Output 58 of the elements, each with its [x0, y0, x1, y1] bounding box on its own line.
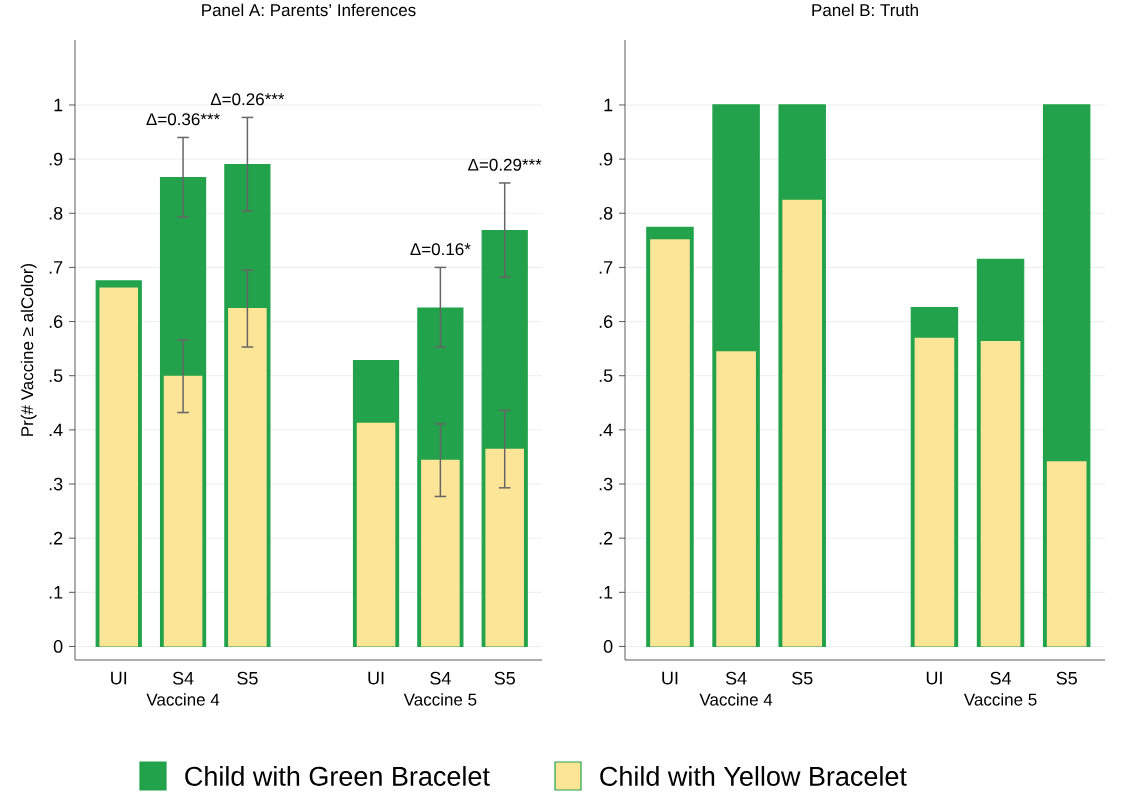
- x-tick-label: S5: [1056, 671, 1077, 685]
- x-tick-label: S5: [237, 671, 258, 685]
- y-tick-label: .4: [49, 423, 63, 437]
- y-tick-label: 1: [54, 98, 63, 112]
- annotation: Δ=0.16*: [410, 243, 471, 256]
- x-tick-label: UI: [368, 671, 384, 685]
- x-tick-label: UI: [662, 671, 678, 685]
- x-tick-label: S4: [172, 671, 194, 685]
- y-tick-label: .8: [599, 206, 613, 220]
- legend-label: Child with Yellow Bracelet: [600, 766, 907, 786]
- bar: [485, 448, 524, 647]
- y-tick-label: .2: [599, 531, 613, 545]
- bar: [163, 375, 203, 647]
- bar: [782, 199, 823, 647]
- annotation: Δ=0.36***: [146, 113, 220, 126]
- bar: [980, 341, 1021, 647]
- y-tick-label: .7: [49, 261, 63, 274]
- text: Vaccine 5: [963, 693, 1037, 706]
- bar: [356, 422, 396, 647]
- y-tick-label: .3: [49, 477, 63, 491]
- bar: [716, 351, 756, 647]
- legend-label: Child with Green Bracelet: [185, 766, 490, 786]
- y-tick-label: .3: [599, 477, 613, 491]
- x-tick-label: S4: [990, 671, 1012, 685]
- y-tick-label: 0: [603, 640, 613, 653]
- chart-title: Panel A: Parents’ Inferences: [202, 3, 416, 17]
- text: Vaccine 5: [403, 693, 477, 706]
- y-tick-label: .6: [49, 315, 63, 328]
- bar: [914, 337, 955, 647]
- y-tick-label: 0: [53, 640, 63, 653]
- y-tick-label: .7: [599, 261, 613, 274]
- x-tick-label: S4: [725, 671, 747, 685]
- y-tick-label: 1: [604, 98, 613, 112]
- bar: [228, 308, 267, 647]
- chart-title: Panel B: Truth: [812, 3, 918, 17]
- y-tick-label: .8: [49, 206, 63, 220]
- y-tick-label: .5: [49, 369, 63, 382]
- bar: [421, 459, 460, 647]
- y-tick-label: .9: [49, 152, 63, 166]
- bar: [1046, 461, 1087, 647]
- text: Vaccine 4: [699, 693, 773, 706]
- annotation: Δ=0.26***: [210, 93, 285, 106]
- x-tick-label: UI: [926, 671, 942, 685]
- y-tick-label: .1: [49, 586, 63, 599]
- x-tick-label: S5: [792, 671, 813, 685]
- y-tick-label: .9: [599, 152, 613, 166]
- x-tick-label: S4: [430, 671, 451, 685]
- annotation: Δ=0.29***: [468, 158, 542, 171]
- y-tick-label: .1: [599, 586, 613, 599]
- x-tick-label: S5: [494, 671, 515, 685]
- y-tick-label: .5: [599, 369, 613, 382]
- y-tick-label: .4: [599, 423, 613, 437]
- y-tick-label: .2: [49, 531, 63, 545]
- x-tick-label: UI: [111, 671, 127, 685]
- text: Vaccine 4: [146, 693, 220, 706]
- y-axis-title: Pr(# Vaccine ≥ alColor): [20, 263, 37, 436]
- bar: [650, 239, 690, 647]
- y-tick-label: .6: [599, 315, 613, 328]
